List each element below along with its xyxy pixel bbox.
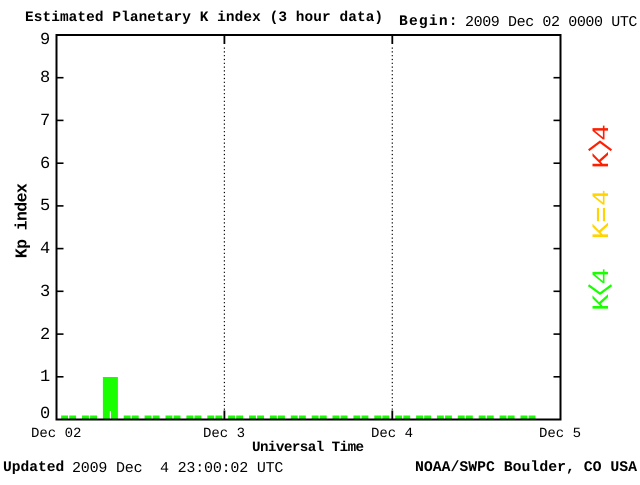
svg-text:K: K <box>589 293 616 310</box>
svg-text:K: K <box>589 222 616 239</box>
svg-text:4: 4 <box>589 268 616 284</box>
svg-text:4: 4 <box>589 124 616 140</box>
svg-text:4: 4 <box>589 189 616 205</box>
svg-text:K: K <box>589 151 616 168</box>
